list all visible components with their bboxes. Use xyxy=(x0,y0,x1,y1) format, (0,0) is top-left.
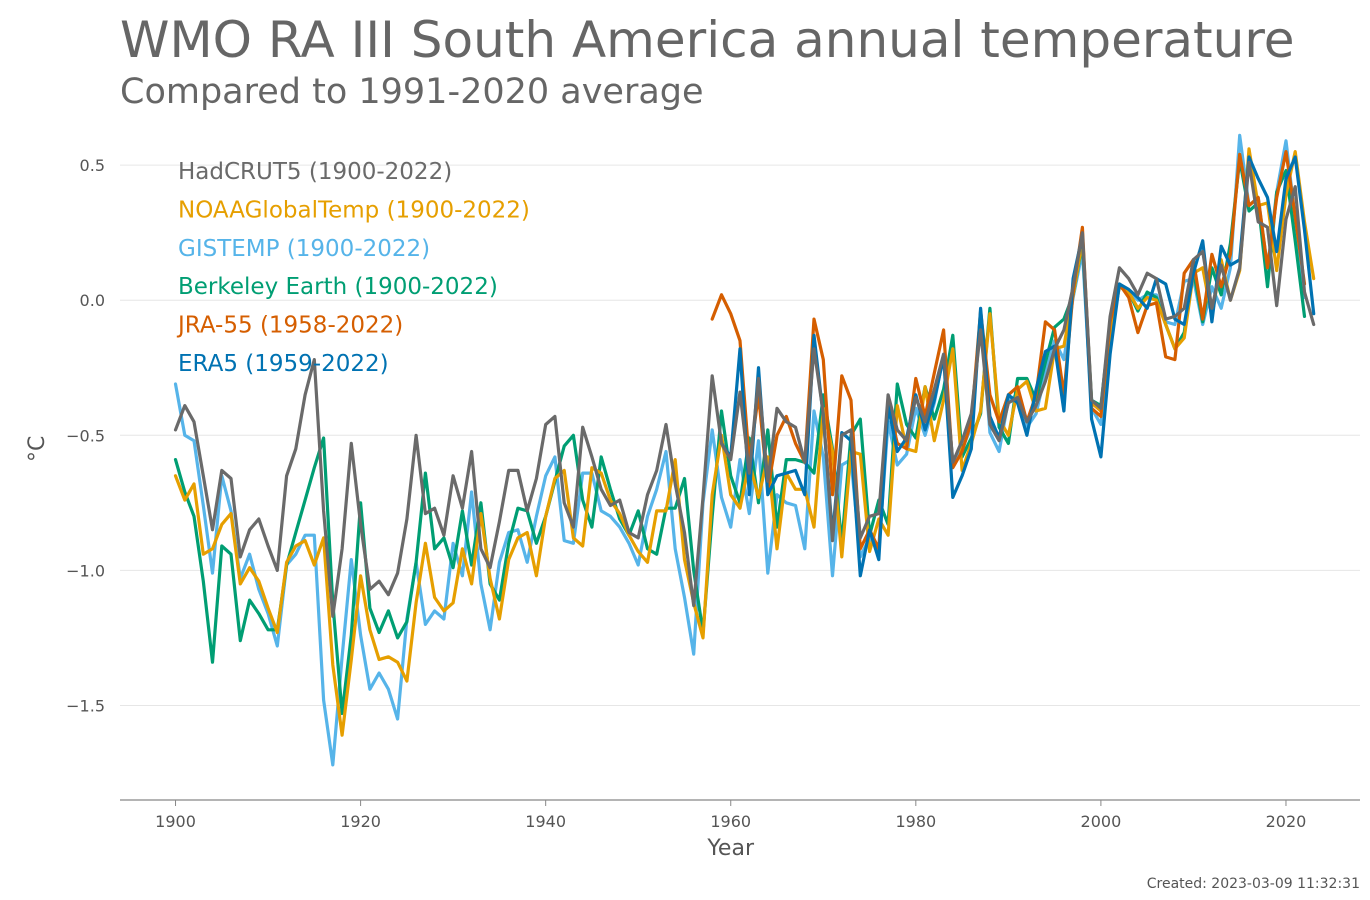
series-line-gistemp xyxy=(173,133,1307,767)
axes: 0.5 0.0 −0.5 −1.0 −1.5 1900 1920 1940 1960 1980 20… xyxy=(66,156,1360,831)
x-tick-label: 1960 xyxy=(710,812,751,831)
x-tick-label: 1940 xyxy=(525,812,566,831)
x-tick-label: 1920 xyxy=(340,812,381,831)
y-tick-label: 0.5 xyxy=(80,156,105,175)
series-lines xyxy=(173,133,1316,767)
legend-entry: NOAAGlobalTemp (1900-2022) xyxy=(178,197,530,223)
x-axis-label: Year xyxy=(706,836,755,861)
y-tick-label: −1.0 xyxy=(66,561,105,580)
created-timestamp: Created: 2023-03-09 11:32:31 xyxy=(1146,876,1360,892)
chart-title: WMO RA III South America annual temperat… xyxy=(120,11,1295,69)
legend-entry: HadCRUT5 (1900-2022) xyxy=(178,159,452,185)
chart-subtitle: Compared to 1991-2020 average xyxy=(120,72,704,112)
x-tick-label: 2000 xyxy=(1081,812,1122,831)
legend-entry: Berkeley Earth (1900-2022) xyxy=(178,274,498,300)
y-tick-label: −1.5 xyxy=(66,696,105,715)
legend-entry: ERA5 (1959-2022) xyxy=(178,351,389,377)
legend-entry: JRA-55 (1958-2022) xyxy=(176,313,403,339)
series-line-hadcrut5 xyxy=(173,160,1316,618)
x-tick-label: 1980 xyxy=(895,812,936,831)
x-tick-label: 1900 xyxy=(155,812,196,831)
legend: HadCRUT5 (1900-2022) NOAAGlobalTemp (1900… xyxy=(176,159,530,377)
x-tick-label: 2020 xyxy=(1266,812,1307,831)
legend-entry: GISTEMP (1900-2022) xyxy=(178,236,430,262)
y-axis-label: °C xyxy=(25,436,50,462)
y-tick-label: −0.5 xyxy=(66,426,105,445)
y-tick-label: 0.0 xyxy=(80,291,105,310)
